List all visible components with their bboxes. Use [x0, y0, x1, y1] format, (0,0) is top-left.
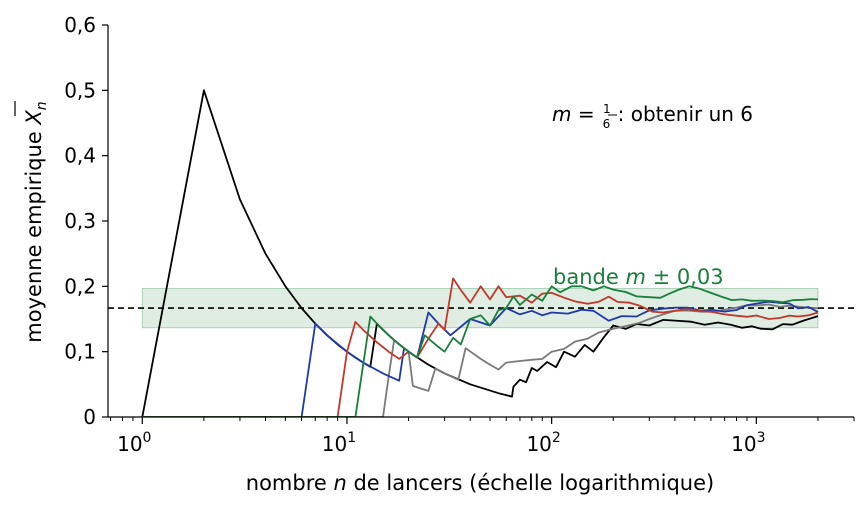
series-line-1	[141, 89, 819, 417]
x-tick-label: 100	[117, 430, 151, 456]
y-tick-label: 0,3	[64, 209, 96, 233]
x-tick-label: 103	[731, 430, 765, 456]
y-axis-label: moyenne empirique Xn	[22, 101, 50, 342]
y-tick-label: 0,1	[64, 340, 96, 364]
y-tick-label: 0,5	[64, 78, 96, 102]
x-tick-label: 101	[322, 430, 356, 456]
y-tick-label: 0,2	[64, 274, 96, 298]
x-axis-label: nombre n de lancers (échelle logarithmiq…	[246, 471, 714, 495]
band-label: bande m ± 0,03	[553, 265, 724, 289]
x-tick-label: 102	[526, 430, 560, 456]
series-line-3	[142, 300, 819, 417]
y-tick-label: 0,4	[64, 144, 96, 168]
series-line-5	[142, 285, 819, 417]
y-tick-label: 0,6	[64, 13, 96, 37]
y-tick-label: 0	[83, 405, 96, 429]
series-line-4	[142, 277, 819, 417]
